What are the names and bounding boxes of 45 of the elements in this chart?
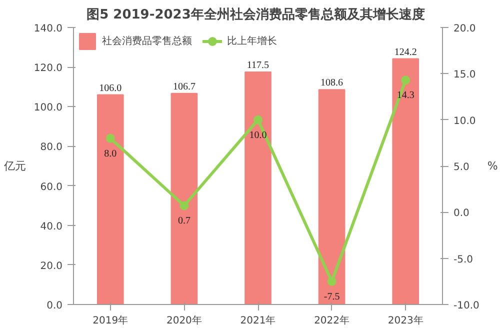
legend-label: 社会消费品零售总额: [102, 34, 192, 48]
bar: [170, 92, 198, 304]
data-label: 108.6: [320, 78, 344, 89]
y2-tick-label: 5.0: [454, 162, 470, 173]
data-label: 14.3: [396, 90, 414, 102]
x-tick-label: 2019年: [92, 314, 128, 326]
y2-tick-label: 0.0: [454, 208, 470, 220]
data-label: -7.5: [324, 291, 340, 302]
data-label: 106.0: [99, 82, 122, 94]
point: [106, 134, 115, 143]
y-tick-label: 80.0: [40, 142, 62, 154]
data-label: 117.5: [246, 60, 270, 72]
x-tick-label: 2020年: [166, 314, 202, 326]
chart-title: 图5 2019-2023年全州社会消费品零售总额及其增长速度: [86, 6, 425, 22]
y2-tick-label: 20.0: [454, 24, 476, 34]
data-label: 124.2: [394, 46, 417, 58]
legend-label: 比上年增长: [227, 34, 277, 48]
point: [401, 76, 410, 85]
y2-tick-label: 10.0: [454, 116, 476, 127]
bar: [96, 94, 124, 304]
y2-tick-label: -10.0: [454, 300, 480, 312]
y2-tick-label: -5.0: [454, 254, 474, 266]
y-tick-label: 120.0: [34, 63, 63, 74]
y-tick-label: 60.0: [40, 182, 62, 193]
x-tick-label: 2022年: [314, 314, 350, 326]
y2-axis-title: %: [487, 160, 498, 172]
point: [254, 115, 262, 124]
data-label: 10.0: [249, 130, 267, 141]
x-tick-label: 2021年: [240, 314, 276, 326]
bar: [244, 72, 272, 304]
point: [180, 201, 189, 210]
point: [327, 276, 336, 286]
data-label: 0.7: [178, 216, 190, 227]
y-axis-title: 亿元: [2, 160, 26, 172]
y-tick-label: 0.0: [46, 300, 63, 312]
y-tick-label: 20.0: [40, 260, 62, 272]
data-label: 8.0: [104, 148, 117, 160]
bar: [318, 89, 346, 304]
y-tick-label: 40.0: [40, 221, 62, 232]
y-tick-label: 140.0: [34, 24, 63, 34]
y-tick-label: 100.0: [34, 102, 63, 114]
data-label: 106.7: [172, 81, 196, 92]
y2-tick-label: 15.0: [454, 70, 476, 81]
bar: [392, 58, 420, 304]
x-tick-label: 2023年: [388, 314, 424, 326]
